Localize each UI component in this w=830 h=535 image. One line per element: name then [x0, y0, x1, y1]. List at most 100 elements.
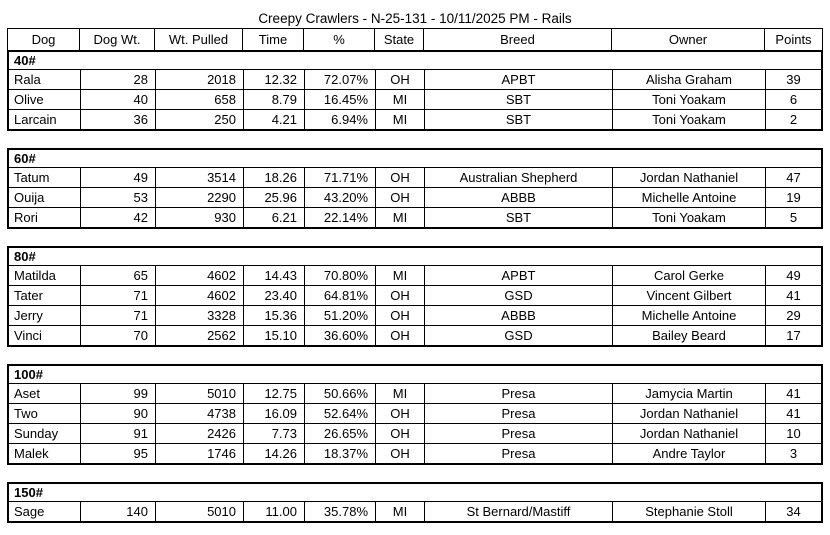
- section-label: 150#: [9, 484, 821, 502]
- cell-breed: SBT: [424, 208, 612, 227]
- section-label: 80#: [9, 248, 821, 266]
- cell-percent: 6.94%: [304, 110, 375, 129]
- cell-state: MI: [375, 208, 424, 227]
- cell-percent: 35.78%: [304, 502, 375, 521]
- cell-wt-pulled: 3328: [155, 306, 243, 325]
- cell-wt-pulled: 930: [155, 208, 243, 227]
- cell-time: 11.00: [243, 502, 304, 521]
- column-header-state: State: [374, 29, 423, 50]
- cell-state: MI: [375, 384, 424, 403]
- cell-percent: 64.81%: [304, 286, 375, 305]
- cell-percent: 18.37%: [304, 444, 375, 463]
- cell-owner: Andre Taylor: [612, 444, 765, 463]
- cell-dog: Aset: [14, 386, 41, 401]
- section-label: 60#: [9, 150, 821, 168]
- cell-owner: Toni Yoakam: [612, 110, 765, 129]
- cell-points: 49: [765, 266, 821, 285]
- cell-points: 5: [765, 208, 821, 227]
- cell-percent: 72.07%: [304, 70, 375, 89]
- column-header-dog: Dog: [31, 32, 56, 47]
- table-row: Matilda 65 4602 14.43 70.80% MI APBT Carol Gerk…: [9, 266, 821, 285]
- cell-percent: 16.45%: [304, 90, 375, 109]
- cell-percent: 43.20%: [304, 188, 375, 207]
- cell-breed: Australian Shepherd: [424, 168, 612, 187]
- cell-dog: Rori: [14, 210, 38, 225]
- cell-wt-pulled: 3514: [155, 168, 243, 187]
- cell-dog: Olive: [14, 92, 44, 107]
- cell-points: 17: [765, 326, 821, 345]
- table-row: Olive 40 658 8.79 16.45% MI SBT Toni Yoakam 6: [9, 89, 821, 109]
- weight-class-sections: 40# Rala 28 2018 12.32 72.07% OH APBT Alisha Gra…: [7, 50, 823, 523]
- cell-state: OH: [375, 444, 424, 463]
- cell-time: 6.21: [243, 208, 304, 227]
- cell-time: 16.09: [243, 404, 304, 423]
- cell-breed: APBT: [424, 266, 612, 285]
- cell-dog-wt: 71: [80, 286, 155, 305]
- cell-breed: APBT: [424, 70, 612, 89]
- cell-owner: Michelle Antoine: [612, 188, 765, 207]
- report-title: Creepy Crawlers - N-25-131 - 10/11/2025 …: [258, 11, 572, 26]
- table-row: Tater 71 4602 23.40 64.81% OH GSD Vincent Gilbe…: [9, 285, 821, 305]
- column-header-wt-pulled: Wt. Pulled: [154, 29, 242, 50]
- cell-dog: Malek: [14, 446, 49, 461]
- cell-wt-pulled: 2018: [155, 70, 243, 89]
- cell-wt-pulled: 2290: [155, 188, 243, 207]
- table-row: Rala 28 2018 12.32 72.07% OH APBT Alisha Graham…: [9, 70, 821, 89]
- cell-wt-pulled: 2426: [155, 424, 243, 443]
- cell-dog-wt: 42: [80, 208, 155, 227]
- cell-state: OH: [375, 286, 424, 305]
- cell-breed: Presa: [424, 404, 612, 423]
- cell-dog-wt: 36: [80, 110, 155, 129]
- column-header-dog-wt: Dog Wt.: [79, 29, 154, 50]
- cell-time: 12.75: [243, 384, 304, 403]
- cell-state: MI: [375, 110, 424, 129]
- cell-points: 41: [765, 404, 821, 423]
- cell-percent: 70.80%: [304, 266, 375, 285]
- cell-points: 6: [765, 90, 821, 109]
- cell-wt-pulled: 250: [155, 110, 243, 129]
- cell-breed: SBT: [424, 90, 612, 109]
- cell-owner: Toni Yoakam: [612, 90, 765, 109]
- cell-percent: 50.66%: [304, 384, 375, 403]
- column-header-row: Dog Dog Wt. Wt. Pulled Time% State Breed Owner…: [7, 28, 823, 50]
- cell-owner: Carol Gerke: [612, 266, 765, 285]
- cell-state: OH: [375, 404, 424, 423]
- cell-time: 4.21: [243, 110, 304, 129]
- cell-breed: St Bernard/Mastiff: [424, 502, 612, 521]
- table-row: Jerry 71 3328 15.36 51.20% OH ABBB Michelle Ant…: [9, 305, 821, 325]
- cell-points: 10: [765, 424, 821, 443]
- table-row: Rori 42 930 6.21 22.14% MI SBT Toni Yoakam 5: [9, 207, 821, 227]
- cell-dog-wt: 71: [80, 306, 155, 325]
- cell-dog-wt: 40: [80, 90, 155, 109]
- cell-breed: ABBB: [424, 188, 612, 207]
- column-header-points: Points: [764, 29, 822, 50]
- table-row: Aset 99 5010 12.75 50.66% MI Presa Jamycia Mart…: [9, 384, 821, 403]
- column-header-percent: %: [303, 29, 374, 50]
- cell-dog-wt: 140: [80, 502, 155, 521]
- cell-dog-wt: 70: [80, 326, 155, 345]
- table-row: Vinci 70 2562 15.10 36.60% OH GSD Bailey Beard 1…: [9, 325, 821, 345]
- cell-percent: 22.14%: [304, 208, 375, 227]
- cell-dog: Tatum: [14, 170, 50, 185]
- cell-time: 25.96: [243, 188, 304, 207]
- table-row: Larcain 36 250 4.21 6.94% MI SBT Toni Yoakam 2: [9, 109, 821, 129]
- cell-owner: Michelle Antoine: [612, 306, 765, 325]
- cell-owner: Jordan Nathaniel: [612, 404, 765, 423]
- cell-time: 7.73: [243, 424, 304, 443]
- cell-dog-wt: 91: [80, 424, 155, 443]
- cell-wt-pulled: 5010: [155, 502, 243, 521]
- cell-breed: ABBB: [424, 306, 612, 325]
- cell-wt-pulled: 4602: [155, 266, 243, 285]
- results-report-page: Creepy Crawlers - N-25-131 - 10/11/2025 …: [7, 11, 823, 523]
- cell-dog: Sage: [14, 504, 45, 519]
- cell-state: MI: [375, 90, 424, 109]
- cell-points: 47: [765, 168, 821, 187]
- cell-dog: Rala: [14, 72, 41, 87]
- cell-points: 34: [765, 502, 821, 521]
- cell-owner: Jordan Nathaniel: [612, 424, 765, 443]
- weight-class-section-80: 80# Matilda 65 4602 14.43 70.80% MI APBT Carol G…: [7, 246, 823, 347]
- cell-state: OH: [375, 168, 424, 187]
- cell-points: 3: [765, 444, 821, 463]
- cell-breed: Presa: [424, 444, 612, 463]
- table-row: Sunday 91 2426 7.73 26.65% OH Presa Jordan Nath…: [9, 423, 821, 443]
